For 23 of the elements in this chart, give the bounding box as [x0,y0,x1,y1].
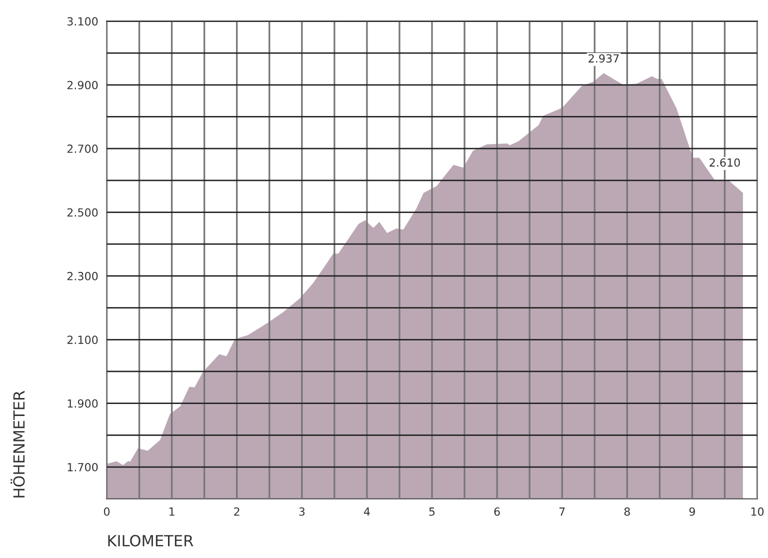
x-axis-title: KILOMETER [108,534,194,546]
x-tick-label: 7 [559,508,565,516]
y-tick-label: 1.900 [68,399,98,408]
x-tick-label: 9 [689,507,695,516]
annotation: 2.937 [588,54,619,63]
x-tick-label: 10 [751,507,764,516]
y-tick-label: 3.100 [67,17,98,26]
y-tick-label: 2.500 [67,208,98,217]
y-tick-label: 2.700 [67,144,98,153]
x-tick-label: 6 [494,507,500,516]
x-tick-label: 5 [429,508,435,516]
x-tick-label: 3 [299,507,305,516]
y-axis-title: HÖHENMETER [10,390,25,498]
y-tick-label: 2.300 [67,272,98,280]
y-tick-label: 2.900 [67,80,98,90]
x-tick-label: 1 [169,508,174,516]
x-tick-label: 4 [364,508,370,516]
x-tick-label: 2 [234,507,240,516]
y-tick-label: 1.700 [68,462,98,472]
y-tick-label: 2.100 [67,336,98,344]
x-tick-label: 0 [104,507,110,516]
annotation: 2.610 [710,158,740,167]
x-tick-label: 8 [624,507,630,516]
